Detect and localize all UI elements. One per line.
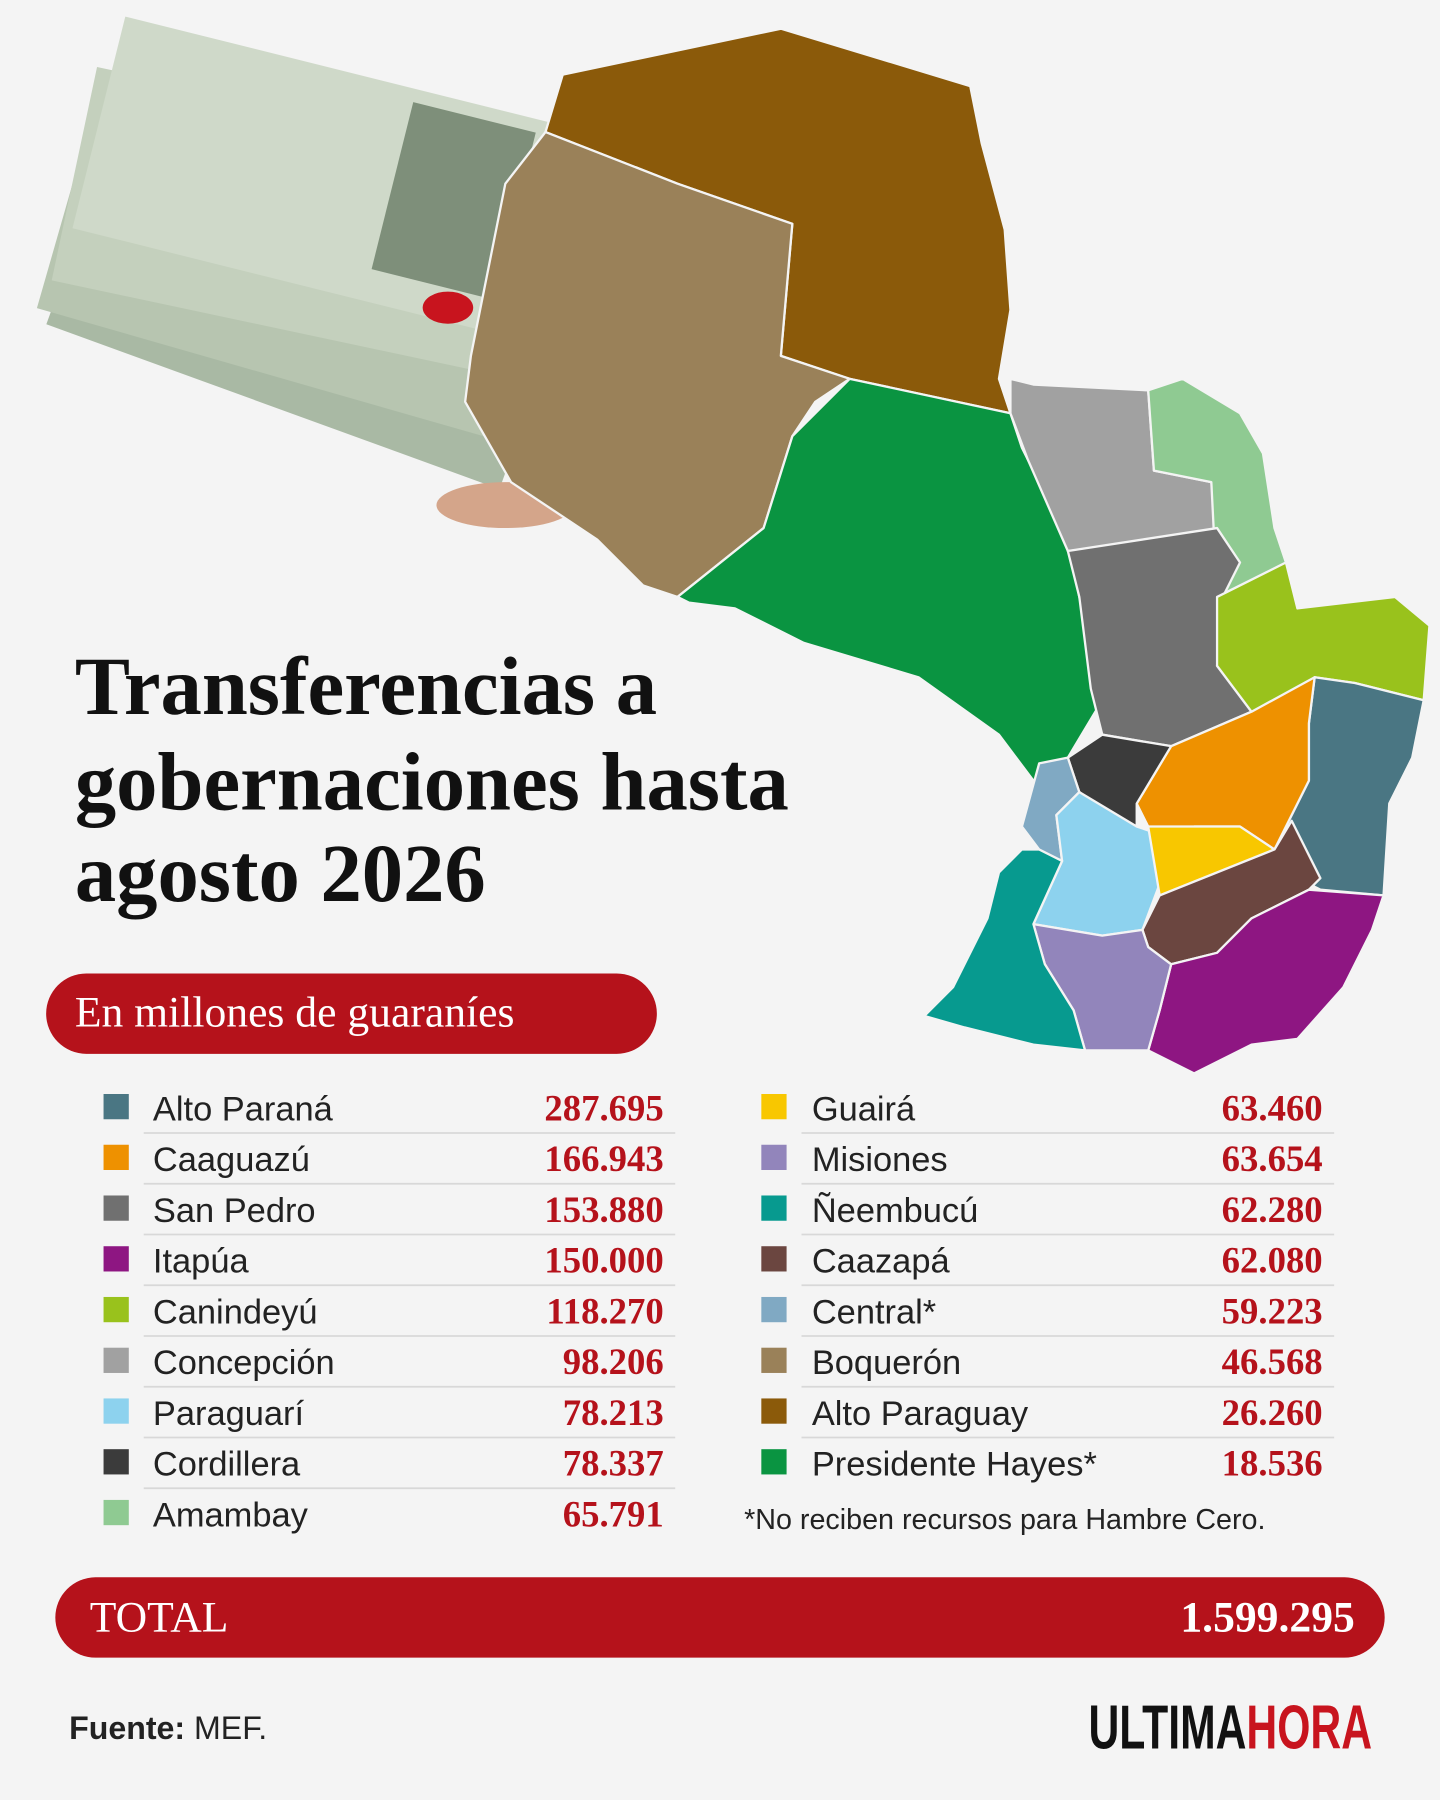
row-value: 153.880	[544, 1189, 663, 1230]
row-name: Cordillera	[153, 1446, 301, 1484]
swatch	[761, 1296, 787, 1323]
row-value: 62.080	[1222, 1240, 1323, 1281]
row-name: Boquerón	[812, 1344, 961, 1382]
row-name: Presidente Hayes*	[812, 1446, 1097, 1484]
swatch	[103, 1499, 129, 1526]
logo-b: HORA	[1246, 1693, 1372, 1762]
row-name: Caazapá	[812, 1243, 951, 1281]
map	[464, 27, 1431, 1075]
source: Fuente: MEF.	[69, 1710, 267, 1746]
title-line: agosto 2026	[75, 827, 486, 919]
title-line: gobernaciones hasta	[75, 735, 789, 827]
row-value: 63.460	[1222, 1087, 1323, 1128]
table: Alto Paraná 287.695 Caaguazú 166.943 San Ped…	[103, 1087, 1335, 1534]
total-pill	[55, 1577, 1385, 1658]
row-value: 118.270	[546, 1290, 663, 1331]
row-value: 78.213	[563, 1392, 664, 1433]
row-value: 166.943	[544, 1138, 663, 1179]
row-value: 78.337	[563, 1443, 664, 1484]
row-name: Alto Paraná	[153, 1090, 334, 1128]
subtitle-pill	[46, 973, 657, 1054]
swatch	[761, 1449, 787, 1475]
row-name: Alto Paraguay	[812, 1395, 1029, 1433]
title: Transferencias a gobernaciones hasta ago…	[75, 640, 789, 919]
nail	[422, 291, 474, 324]
swatch	[103, 1449, 129, 1475]
row-name: Concepción	[153, 1344, 335, 1382]
swatch	[103, 1195, 129, 1221]
row-name: San Pedro	[153, 1192, 316, 1230]
row-name: Itapúa	[153, 1243, 250, 1281]
row-value: 46.568	[1222, 1341, 1323, 1382]
row-name: Amambay	[153, 1496, 309, 1534]
swatch	[761, 1246, 787, 1272]
note: *No reciben recursos para Hambre Cero.	[744, 1504, 1265, 1536]
row-name: Guairá	[812, 1090, 916, 1128]
swatch	[761, 1094, 787, 1120]
region	[923, 848, 1087, 1052]
row-name: Misiones	[812, 1141, 948, 1179]
row-value: 65.791	[563, 1493, 664, 1534]
row-value: 150.000	[544, 1240, 663, 1281]
row-value: 63.654	[1222, 1138, 1323, 1179]
total-value: 1.599.295	[1180, 1593, 1354, 1641]
swatch	[761, 1347, 787, 1373]
swatch	[103, 1296, 129, 1323]
logo: ULTIMAHORA	[1088, 1693, 1372, 1762]
row-name: Caaguazú	[153, 1141, 310, 1179]
row-value: 287.695	[544, 1087, 663, 1128]
swatch	[103, 1347, 129, 1373]
row-name: Paraguarí	[153, 1395, 305, 1433]
total-label: TOTAL	[90, 1593, 229, 1641]
row-name: Ñeembucú	[812, 1191, 978, 1230]
swatch	[103, 1144, 129, 1170]
row-value: 62.280	[1222, 1189, 1323, 1230]
row-value: 59.223	[1222, 1290, 1323, 1331]
swatch	[761, 1398, 787, 1424]
swatch	[761, 1144, 787, 1170]
swatch	[761, 1195, 787, 1221]
source-value: MEF.	[194, 1710, 267, 1746]
row-name: Central*	[812, 1293, 936, 1331]
swatch	[103, 1398, 129, 1424]
logo-a: ULTIMA	[1088, 1693, 1246, 1762]
swatch	[103, 1094, 129, 1120]
title-line: Transferencias a	[75, 640, 657, 732]
row-value: 18.536	[1222, 1443, 1323, 1484]
source-label: Fuente:	[69, 1710, 185, 1746]
subtitle: En millones de guaraníes	[75, 988, 515, 1036]
swatch	[103, 1246, 129, 1272]
row-name: Canindeyú	[153, 1293, 318, 1331]
region	[1147, 377, 1288, 599]
row-value: 98.206	[563, 1341, 664, 1382]
row-value: 26.260	[1222, 1392, 1323, 1433]
